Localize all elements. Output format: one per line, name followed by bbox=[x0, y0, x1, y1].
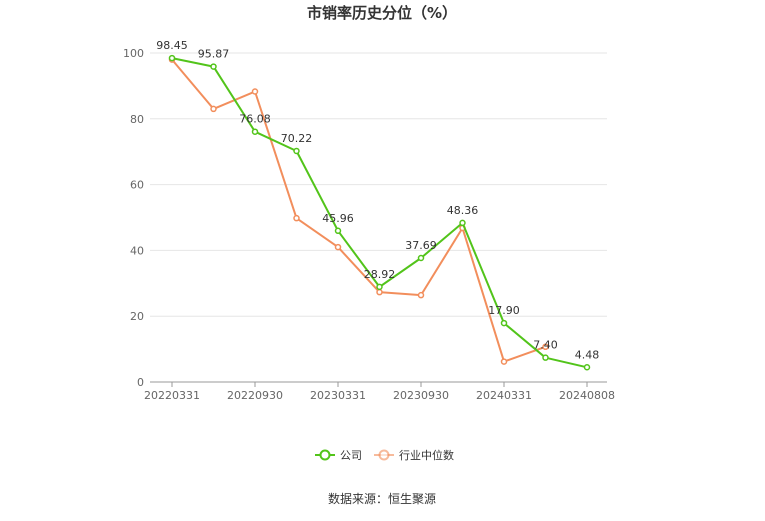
y-tick-label: 100 bbox=[123, 47, 144, 60]
data-point bbox=[210, 63, 217, 70]
data-label: 4.48 bbox=[575, 348, 600, 361]
x-tick-label: 20230930 bbox=[393, 389, 449, 402]
x-tick-label: 20220930 bbox=[227, 389, 283, 402]
data-point bbox=[500, 319, 508, 327]
y-tick-label: 80 bbox=[130, 113, 144, 126]
data-point bbox=[417, 291, 425, 299]
data-point bbox=[168, 54, 176, 62]
data-point bbox=[334, 243, 342, 251]
y-tick-label: 0 bbox=[137, 376, 144, 389]
data-point bbox=[459, 219, 466, 227]
data-point bbox=[334, 227, 342, 235]
series-line bbox=[171, 57, 588, 369]
data-point bbox=[251, 128, 259, 135]
legend-marker bbox=[319, 449, 331, 461]
legend-label: 公司 bbox=[340, 449, 362, 462]
x-tick-label: 20230331 bbox=[310, 389, 366, 402]
y-tick-label: 60 bbox=[130, 179, 144, 192]
data-point bbox=[500, 358, 508, 365]
data-point bbox=[542, 343, 549, 351]
data-label: 48.36 bbox=[447, 204, 479, 217]
data-label: 37.69 bbox=[405, 239, 437, 252]
data-point bbox=[417, 254, 425, 262]
chart-title: 市销率历史分位（%） bbox=[307, 4, 457, 22]
data-point bbox=[376, 288, 383, 296]
x-tick-label: 20220331 bbox=[144, 389, 200, 402]
x-tick-label: 20240331 bbox=[476, 389, 532, 402]
axes: 0 20 40 60 80 100 20220331 20220930 20230331 2023… bbox=[123, 47, 615, 402]
data-point bbox=[210, 105, 217, 113]
legend-label: 行业中位数 bbox=[399, 448, 454, 462]
data-label: 76.08 bbox=[239, 113, 271, 126]
data-point bbox=[251, 88, 259, 95]
source-note: 数据来源：恒生聚源 bbox=[328, 491, 436, 506]
legend: 公司 行业中位数 bbox=[315, 448, 454, 462]
legend-item: 公司 bbox=[315, 449, 362, 462]
series-lines bbox=[168, 54, 591, 371]
y-tick-label: 20 bbox=[130, 310, 144, 323]
data-point bbox=[293, 214, 300, 222]
data-label: 17.90 bbox=[488, 304, 520, 317]
legend-marker bbox=[378, 449, 390, 461]
data-labels: 98.45 95.87 76.08 70.22 45.96 28.92 37.69 48.36… bbox=[156, 39, 599, 361]
data-label: 45.96 bbox=[322, 212, 354, 225]
x-tick-label: 20240808 bbox=[559, 389, 615, 402]
data-label: 95.87 bbox=[198, 48, 230, 61]
gridlines bbox=[150, 52, 607, 317]
data-point bbox=[583, 364, 591, 371]
data-label: 70.22 bbox=[281, 132, 313, 145]
data-label: 28.92 bbox=[364, 268, 396, 281]
y-tick-label: 40 bbox=[130, 244, 144, 257]
legend-item: 行业中位数 bbox=[374, 448, 454, 462]
data-point bbox=[376, 283, 383, 291]
data-point bbox=[293, 147, 300, 155]
data-label: 98.45 bbox=[156, 39, 188, 52]
data-label: 7.40 bbox=[533, 339, 558, 352]
data-point bbox=[542, 354, 549, 361]
